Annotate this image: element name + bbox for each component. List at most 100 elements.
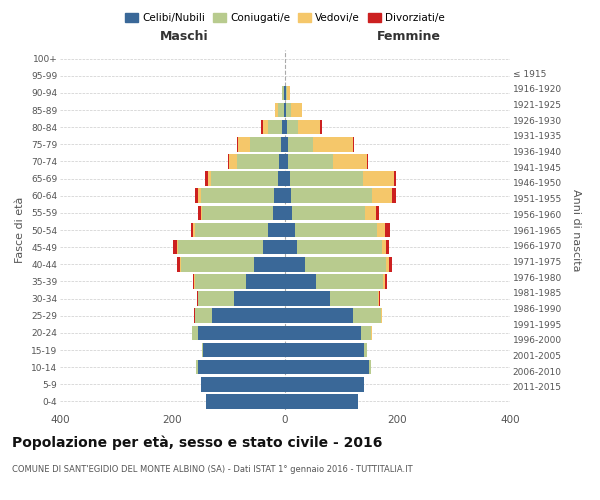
Bar: [285, 308, 353, 323]
Bar: [378, 292, 379, 306]
Bar: [285, 206, 292, 220]
Bar: [177, 257, 180, 272]
Bar: [379, 292, 380, 306]
Y-axis label: Fasce di età: Fasce di età: [16, 197, 25, 263]
Bar: [305, 257, 386, 272]
Bar: [285, 188, 290, 203]
Bar: [285, 154, 288, 168]
Bar: [282, 86, 284, 100]
Bar: [198, 206, 200, 220]
Bar: [386, 257, 389, 272]
Bar: [284, 102, 285, 118]
Bar: [316, 274, 383, 288]
Bar: [202, 206, 272, 220]
Bar: [198, 292, 235, 306]
Bar: [197, 292, 198, 306]
Bar: [195, 308, 212, 323]
Bar: [262, 120, 263, 134]
Bar: [238, 137, 250, 152]
Bar: [195, 188, 198, 203]
Bar: [205, 172, 208, 186]
Bar: [285, 342, 364, 357]
Bar: [285, 137, 288, 152]
Bar: [290, 102, 302, 118]
Bar: [193, 222, 195, 238]
Bar: [200, 188, 274, 203]
Bar: [263, 240, 285, 254]
Bar: [286, 102, 290, 118]
Bar: [370, 360, 371, 374]
Bar: [272, 206, 285, 220]
Bar: [285, 120, 287, 134]
Bar: [254, 257, 285, 272]
Bar: [287, 86, 290, 100]
Bar: [290, 172, 362, 186]
Bar: [191, 222, 193, 238]
Bar: [275, 102, 278, 118]
Text: Popolazione per età, sesso e stato civile - 2016: Popolazione per età, sesso e stato civil…: [12, 435, 382, 450]
Bar: [389, 257, 392, 272]
Bar: [361, 326, 371, 340]
Text: Maschi: Maschi: [160, 30, 208, 43]
Bar: [372, 188, 392, 203]
Bar: [285, 86, 286, 100]
Bar: [386, 240, 389, 254]
Bar: [237, 154, 280, 168]
Bar: [263, 120, 268, 134]
Bar: [250, 137, 281, 152]
Legend: Celibi/Nubili, Coniugati/e, Vedovi/e, Divorziati/e: Celibi/Nubili, Coniugati/e, Vedovi/e, Di…: [121, 8, 449, 27]
Bar: [278, 102, 284, 118]
Bar: [173, 240, 177, 254]
Bar: [383, 274, 385, 288]
Bar: [200, 377, 285, 392]
Bar: [298, 120, 320, 134]
Bar: [198, 326, 285, 340]
Bar: [282, 120, 285, 134]
Bar: [200, 206, 202, 220]
Bar: [333, 154, 367, 168]
Bar: [288, 137, 313, 152]
Bar: [285, 394, 358, 408]
Bar: [295, 222, 377, 238]
Bar: [290, 188, 372, 203]
Bar: [367, 154, 368, 168]
Bar: [320, 120, 322, 134]
Bar: [394, 172, 397, 186]
Bar: [237, 137, 238, 152]
Bar: [285, 172, 290, 186]
Bar: [206, 394, 285, 408]
Bar: [178, 240, 263, 254]
Bar: [268, 120, 282, 134]
Bar: [376, 206, 379, 220]
Bar: [198, 188, 200, 203]
Bar: [281, 137, 285, 152]
Bar: [287, 120, 298, 134]
Text: Femmine: Femmine: [377, 30, 441, 43]
Bar: [286, 86, 287, 100]
Bar: [195, 222, 268, 238]
Bar: [208, 172, 211, 186]
Bar: [181, 257, 254, 272]
Bar: [229, 154, 237, 168]
Bar: [211, 172, 278, 186]
Bar: [298, 240, 382, 254]
Bar: [385, 274, 387, 288]
Text: COMUNE DI SANT'EGIDIO DEL MONTE ALBINO (SA) - Dati ISTAT 1° gennaio 2016 - TUTTI: COMUNE DI SANT'EGIDIO DEL MONTE ALBINO (…: [12, 465, 413, 474]
Bar: [385, 222, 389, 238]
Bar: [392, 188, 397, 203]
Bar: [365, 206, 376, 220]
Bar: [285, 257, 305, 272]
Bar: [193, 274, 194, 288]
Bar: [180, 257, 181, 272]
Bar: [203, 342, 285, 357]
Bar: [362, 172, 394, 186]
Bar: [245, 274, 285, 288]
Bar: [280, 154, 285, 168]
Bar: [192, 326, 198, 340]
Bar: [198, 360, 285, 374]
Bar: [177, 240, 178, 254]
Bar: [285, 326, 361, 340]
Bar: [268, 222, 285, 238]
Bar: [285, 292, 330, 306]
Bar: [227, 154, 229, 168]
